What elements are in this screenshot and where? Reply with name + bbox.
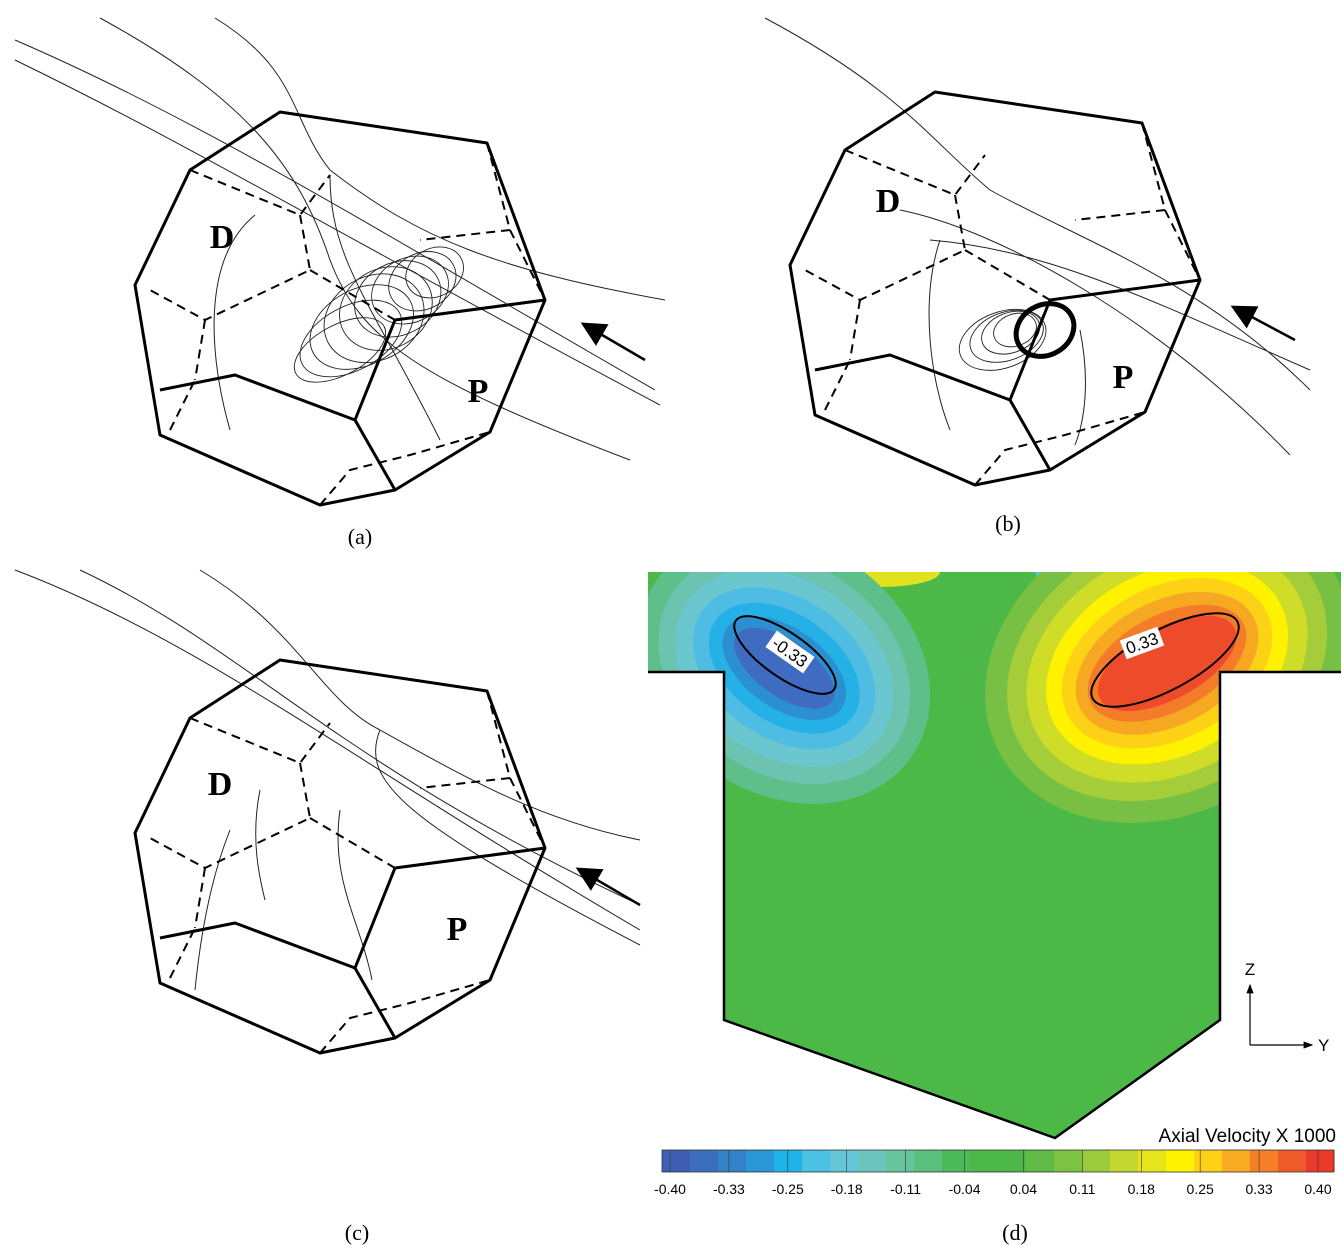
colorbar-tick-label: 0.04 (1010, 1181, 1037, 1197)
colorbar-band (802, 1150, 831, 1172)
colorbar-title: Axial Velocity X 1000 (1159, 1126, 1336, 1147)
caption: (c) (345, 1220, 369, 1245)
panel-d: -0.33 0.33 Z Y Axial Velocity X 1000 -0.… (586, 442, 1341, 1245)
colorbar-band (1222, 1150, 1251, 1172)
contour-field (586, 442, 1341, 1142)
colorbar-band (746, 1150, 775, 1172)
colorbar: -0.40 -0.33 -0.25 -0.18 -0.11 -0.04 0.04 0.11 0.… (654, 1150, 1334, 1197)
colorbar-band (1194, 1150, 1223, 1172)
colorbar-tick-label: -0.04 (949, 1181, 981, 1197)
colorbar-tick-label: 0.40 (1304, 1181, 1331, 1197)
colorbar-band (1306, 1150, 1335, 1172)
colorbar-tick-label: -0.18 (831, 1181, 863, 1197)
colorbar-band (662, 1150, 691, 1172)
colorbar-band (1082, 1150, 1111, 1172)
colorbar-band (1026, 1150, 1055, 1172)
colorbar-tick-label: 0.11 (1069, 1181, 1095, 1197)
region-label: P (447, 911, 468, 948)
colorbar-tick-label: -0.11 (890, 1181, 921, 1197)
colorbar-band (774, 1150, 803, 1172)
colorbar-band (1166, 1150, 1195, 1172)
panel-c: D P (c) (15, 570, 640, 1245)
colorbar-band (998, 1150, 1027, 1172)
colorbar-tick-label: -0.33 (713, 1181, 745, 1197)
colorbar-band (1138, 1150, 1167, 1172)
axis-label: Z (1245, 960, 1255, 979)
panel-a: D P (a) (15, 18, 665, 549)
panel-b: D P (b) (765, 18, 1310, 536)
caption: (a) (348, 524, 372, 549)
region-label: D (208, 766, 233, 803)
colorbar-band (858, 1150, 887, 1172)
colorbar-band (718, 1150, 747, 1172)
colorbar-tick-label: 0.33 (1245, 1181, 1272, 1197)
caption: (b) (995, 511, 1021, 536)
colorbar-band (830, 1150, 859, 1172)
colorbar-band (690, 1150, 719, 1172)
colorbar-tick-label: 0.25 (1187, 1181, 1214, 1197)
axis-label: Y (1318, 1036, 1329, 1055)
colorbar-tick-label: -0.25 (772, 1181, 804, 1197)
figure: D P (a) D P (b) D P (c) (0, 0, 1341, 1245)
polyhedron (135, 660, 545, 1053)
colorbar-tick-label: -0.40 (654, 1181, 686, 1197)
colorbar-band (1278, 1150, 1307, 1172)
region-label: D (210, 219, 235, 256)
region-label: P (468, 373, 489, 410)
colorbar-band (970, 1150, 999, 1172)
caption: (d) (1002, 1220, 1028, 1245)
colorbar-band (1110, 1150, 1139, 1172)
colorbar-band (914, 1150, 943, 1172)
colorbar-band (886, 1150, 915, 1172)
colorbar-band (1054, 1150, 1083, 1172)
region-label: D (876, 183, 901, 220)
polyhedron (790, 92, 1200, 485)
colorbar-tick-label: 0.18 (1128, 1181, 1155, 1197)
colorbar-band (942, 1150, 971, 1172)
region-label: P (1113, 359, 1134, 396)
colorbar-band (1250, 1150, 1279, 1172)
